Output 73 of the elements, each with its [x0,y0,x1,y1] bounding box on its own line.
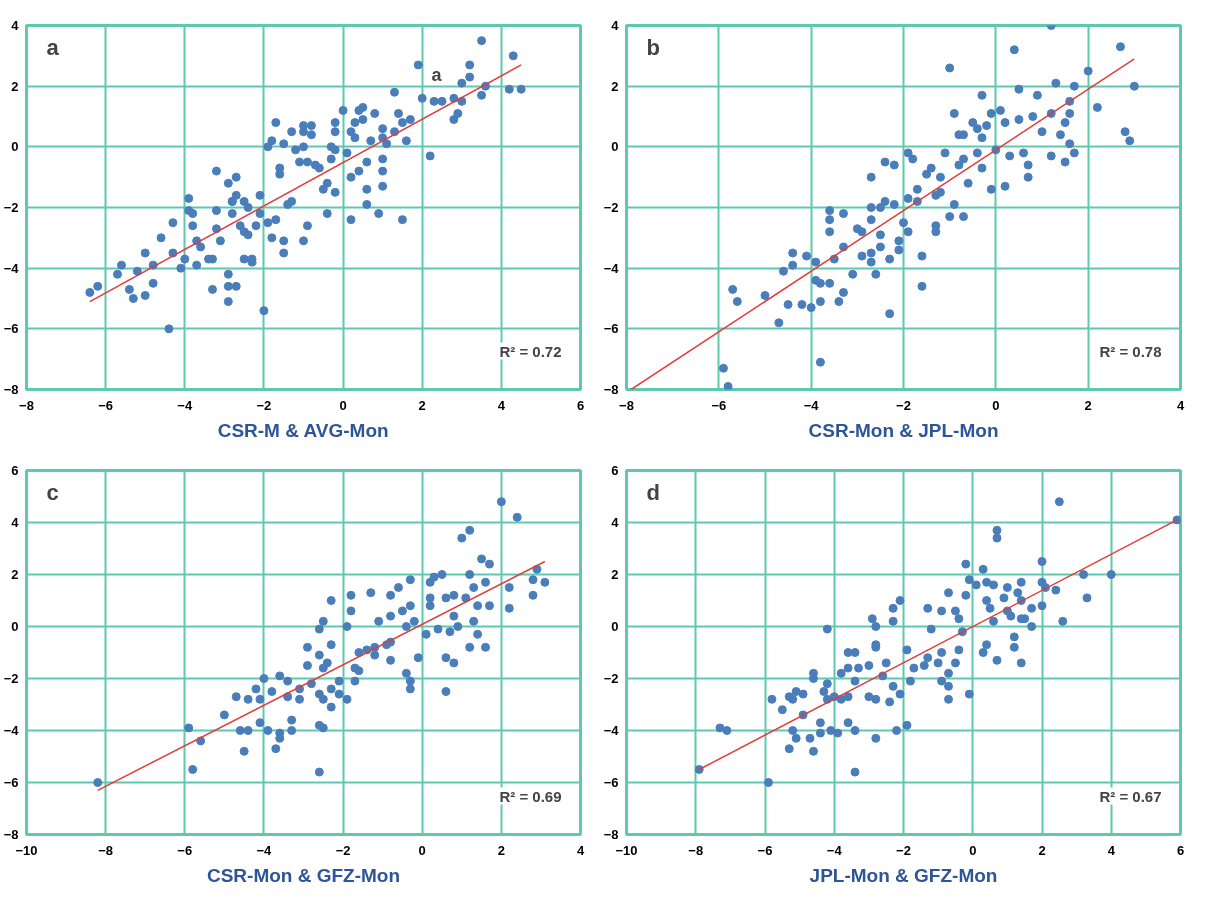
x-tick-label: −2 [896,842,911,858]
x-tick-label: 2 [418,397,426,413]
y-tick-label: −4 [3,260,20,276]
y-tick-label: 2 [11,567,19,582]
y-tick-label: −8 [3,382,19,397]
y-tick-label: −2 [3,671,19,686]
x-tick-label: −6 [177,842,193,858]
y-tick-label: −6 [603,775,619,790]
annotation: b [646,34,660,60]
x-tick-label: 2 [1084,397,1092,413]
x-tick-label: −2 [896,397,911,413]
y-tick-label: −6 [603,321,619,337]
y-tick-label: −6 [3,321,19,337]
y-tick-label: 0 [11,619,19,634]
annotation: R² = 0.69 [499,787,562,805]
y-tick-label: 6 [611,463,619,478]
y-tick-label: 4 [11,515,20,530]
y-tick-label: −4 [603,260,620,276]
y-tick-label: 4 [11,18,20,33]
x-tick-label: 6 [576,397,585,413]
y-tick-label: −2 [3,200,19,215]
x-tick-label: −6 [757,842,773,858]
x-axis-title: JPL-Mon & GFZ-Mon [809,864,998,886]
x-tick-label: −8 [98,842,114,858]
x-tick-label: 0 [992,397,1000,413]
y-tick-label: −2 [603,671,619,686]
y-tick-label: −6 [3,775,19,790]
x-tick-label: −10 [615,842,638,858]
x-tick-label: −4 [826,842,843,858]
y-tick-label: −4 [603,723,620,738]
y-tick-label: 6 [11,463,19,478]
x-tick-label: 2 [497,842,505,858]
y-tick-label: 0 [611,139,619,155]
x-tick-label: 4 [576,842,585,858]
y-tick-label: −8 [3,827,19,842]
annotation: R² = 0.78 [1099,342,1162,360]
x-tick-label: −6 [711,397,727,413]
y-tick-label: −2 [603,200,619,215]
annotation: R² = 0.72 [499,342,562,360]
y-tick-label: 2 [611,567,619,582]
x-axis-title: CSR-Mon & GFZ-Mon [206,864,401,886]
x-tick-label: 4 [1107,842,1116,858]
x-tick-label: −4 [256,842,273,858]
annotation: R² = 0.67 [1099,787,1162,805]
annotation: a [46,34,60,60]
x-tick-label: 0 [418,842,426,858]
y-tick-label: 2 [611,78,619,94]
annotation: a [431,64,443,85]
x-tick-label: 0 [339,397,347,413]
y-tick-label: 4 [611,515,620,530]
x-tick-label: −8 [688,842,704,858]
annotation: c [46,479,59,505]
x-tick-label: −4 [177,397,193,413]
x-tick-label: −2 [256,397,272,413]
x-tick-label: 4 [497,397,506,413]
x-tick-label: 4 [1176,397,1185,413]
x-tick-label: 6 [1176,842,1185,858]
y-tick-label: −4 [3,723,20,738]
y-tick-label: 2 [11,78,19,94]
annotation: d [646,479,660,505]
x-axis-title: CSR-M & AVG-Mon [217,419,389,441]
x-tick-label: −10 [15,842,38,858]
x-tick-label: −4 [803,397,820,413]
y-tick-label: −8 [603,827,619,842]
x-tick-label: 0 [969,842,977,858]
y-tick-label: 0 [611,619,619,634]
x-axis-title: CSR-Mon & JPL-Mon [808,419,999,441]
y-tick-label: −8 [603,382,619,397]
x-tick-label: −6 [98,397,114,413]
y-tick-label: 4 [611,18,620,33]
y-tick-label: 0 [11,139,19,155]
x-tick-label: −2 [335,842,351,858]
x-tick-label: 2 [1038,842,1046,858]
